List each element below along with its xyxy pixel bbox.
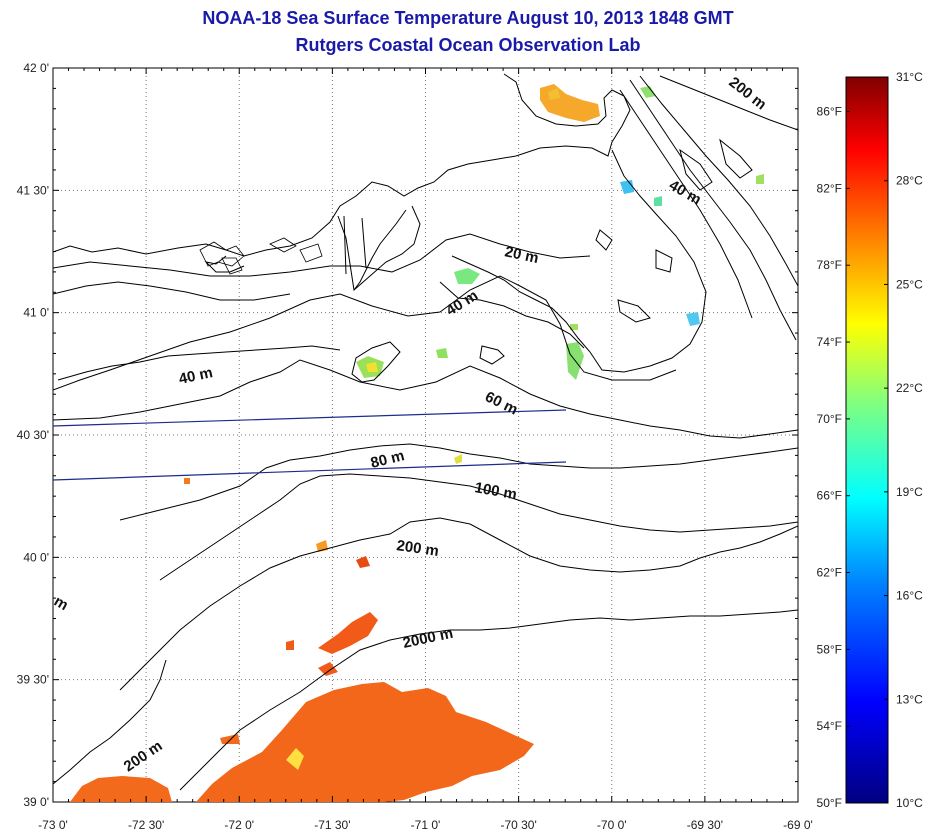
celsius-label: 25°C [896,277,923,291]
latitude-tick-label: 40 30' [17,428,49,442]
latitude-labels: 42 0' 41 30' 41 0' 40 30' 40 0' 39 30' 39 0' [17,61,49,809]
fahrenheit-label: 86°F [817,105,842,119]
longitude-tick-label: -72 0' [224,818,254,832]
isobaths [53,75,798,791]
celsius-label: 16°C [896,589,923,603]
fahrenheit-label: 78°F [817,258,842,272]
latitude-tick-label: 41 30' [17,183,49,197]
coastline [53,73,753,383]
celsius-label: 10°C [896,796,923,810]
fahrenheit-label: 70°F [817,412,842,426]
isobath-label: 20 m [503,243,540,267]
latitude-tick-label: 39 30' [17,673,49,687]
transect-lines [53,409,567,481]
celsius-label: 28°C [896,174,923,188]
longitude-tick-label: -69 30' [687,818,723,832]
fahrenheit-label: 66°F [817,489,842,503]
map-subtitle: Rutgers Coastal Ocean Observation Lab [295,35,641,55]
longitude-tick-label: -71 0' [411,818,441,832]
celsius-label: 31°C [896,70,923,84]
colorbar-fahrenheit-labels: 86°F 82°F 78°F 74°F 70°F 66°F 62°F 58°F 54°F 50°F [817,105,850,810]
fahrenheit-label: 62°F [817,566,842,580]
longitude-labels: -73 0' -72 30' -72 0' -71 30' -71 0' -70 30' -… [38,818,813,832]
colorbar: 31°C 28°C 25°C 22°C 19°C 16°C 13°C 10°C 86°F 82°… [817,70,924,810]
coastal-islands [199,237,323,275]
latitude-tick-label: 39 0' [23,795,49,809]
longitude-tick-label: -70 0' [597,818,627,832]
latitude-tick-label: 42 0' [23,61,49,75]
celsius-label: 19°C [896,485,923,499]
map-title: NOAA-18 Sea Surface Temperature August 1… [202,8,734,28]
colorbar-gradient [845,76,889,804]
celsius-label: 13°C [896,692,923,706]
graticule [53,68,798,802]
sst-warm-region [70,84,600,802]
isobath-label: 200 m [395,537,439,560]
isobath-label: 40 m [177,364,214,388]
longitude-tick-label: -72 30' [128,818,164,832]
fahrenheit-label: 58°F [817,642,842,656]
celsius-label: 22°C [896,381,923,395]
longitude-tick-label: -70 30' [500,818,536,832]
latitude-tick-label: 40 0' [23,550,49,564]
fahrenheit-label: 54°F [817,719,842,733]
latitude-tick-label: 41 0' [23,306,49,320]
longitude-tick-label: -69 0' [783,818,813,832]
fahrenheit-label: 50°F [817,796,842,810]
colorbar-celsius-labels: 31°C 28°C 25°C 22°C 19°C 16°C 13°C 10°C [884,70,923,810]
fahrenheit-label: 82°F [817,181,842,195]
fahrenheit-label: 74°F [817,335,842,349]
longitude-tick-label: -73 0' [38,818,68,832]
longitude-tick-label: -71 30' [314,818,350,832]
